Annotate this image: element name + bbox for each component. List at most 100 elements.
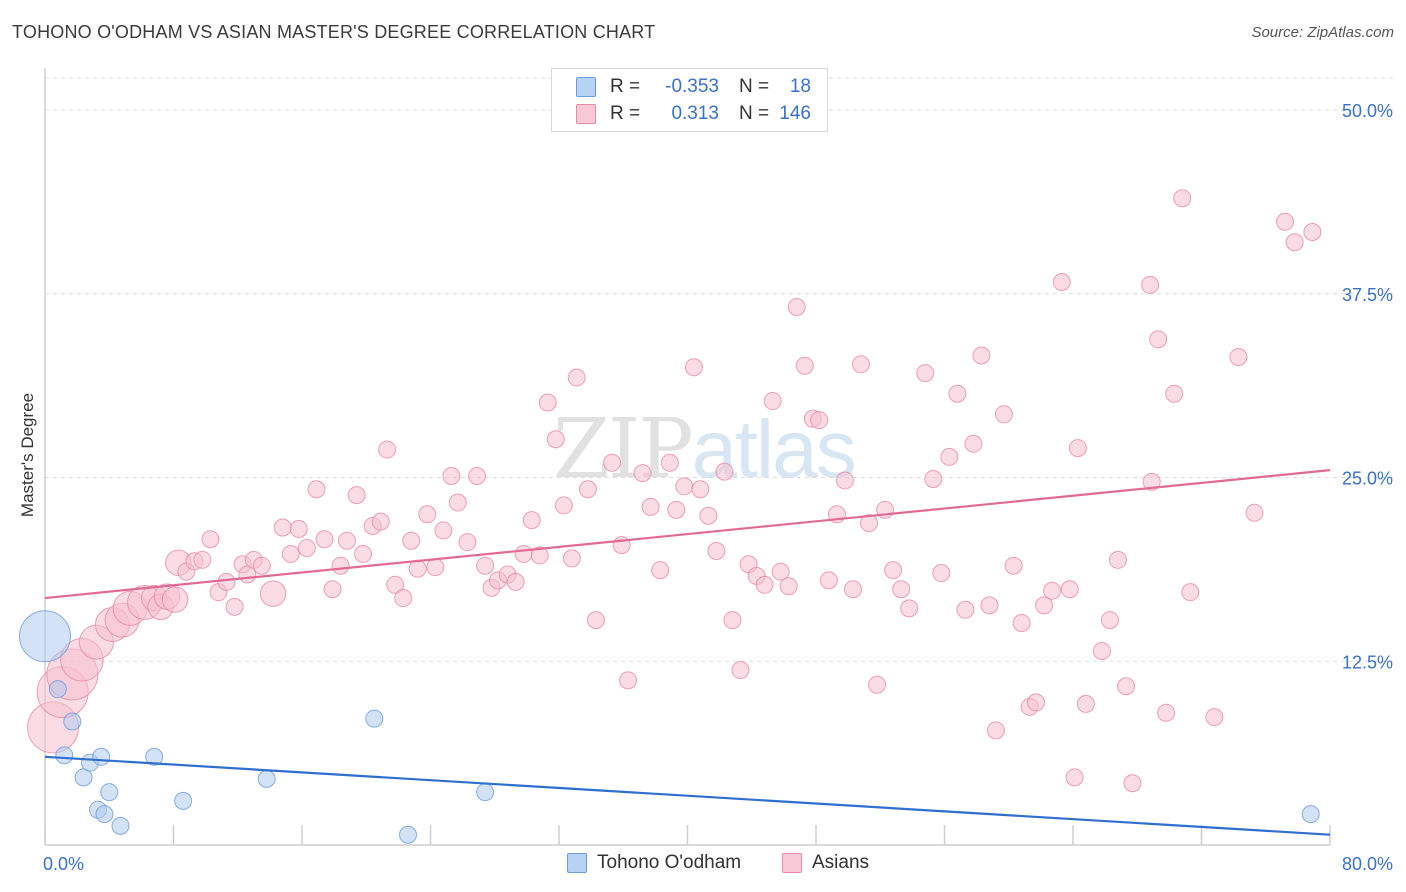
legend-n-label: N = <box>739 76 770 97</box>
asian-point <box>633 464 652 483</box>
asian-point <box>522 511 541 530</box>
tohono-point <box>257 769 276 788</box>
asian-point <box>787 297 806 316</box>
asian-point <box>1181 583 1200 602</box>
asian-point <box>843 580 862 599</box>
asian-point <box>810 411 829 430</box>
asian-point <box>707 542 726 560</box>
asian-point <box>916 364 935 383</box>
tohono-point <box>19 610 71 663</box>
y-tick-label: 50.0% <box>1342 101 1393 121</box>
asian-point <box>225 597 244 616</box>
tohono-trend-line <box>44 755 1331 836</box>
watermark-zip: ZIP <box>553 402 694 497</box>
asian-point <box>860 514 879 533</box>
tohono-point <box>100 783 119 802</box>
asian-point <box>538 393 557 412</box>
legend-row-asians: R = 0.313 N = 146 <box>576 102 811 126</box>
asian-point <box>956 600 975 619</box>
legend-swatch-blue <box>576 77 596 97</box>
asian-point <box>567 368 586 387</box>
legend-r-value: -0.353 <box>665 76 719 97</box>
asian-point <box>378 440 397 459</box>
asian-point <box>297 539 316 558</box>
watermark-atlas: atlas <box>691 404 857 495</box>
series-legend-asians[interactable]: Asians <box>782 852 869 874</box>
asian-point <box>323 580 342 599</box>
asian-point <box>161 586 189 613</box>
asian-point <box>514 544 533 563</box>
asian-point <box>337 531 356 550</box>
asian-point <box>259 580 287 607</box>
asian-point <box>1012 614 1031 633</box>
chart-title: TOHONO O'ODHAM VS ASIAN MASTER'S DEGREE … <box>12 22 656 42</box>
asian-point <box>986 721 1005 740</box>
source-label: Source: ZipAtlas.com <box>1251 24 1394 41</box>
series-legend: Tohono O'odham Asians <box>0 852 1406 876</box>
asian-point <box>442 467 461 486</box>
asian-point <box>408 559 427 578</box>
asian-point <box>1229 347 1248 366</box>
x-tick-label: 0.0% <box>43 854 84 874</box>
asian-point <box>402 531 421 550</box>
asian-point <box>972 346 991 365</box>
tohono-point <box>1301 805 1320 824</box>
asian-point <box>217 572 236 591</box>
tohono-point <box>399 825 418 844</box>
asian-point <box>1173 189 1192 208</box>
asian-point <box>1068 439 1087 458</box>
tohono-point <box>111 816 130 835</box>
asian-point <box>1142 472 1161 491</box>
asian-point <box>1205 708 1224 727</box>
asian-point <box>354 544 373 563</box>
asian-point <box>1165 384 1184 403</box>
asian-point <box>530 546 549 565</box>
asian-point <box>667 500 686 519</box>
asian-point <box>586 611 605 630</box>
asian-point <box>386 575 405 594</box>
asian-point <box>476 556 495 575</box>
series-legend-tohono[interactable]: Tohono O'odham <box>567 852 741 874</box>
legend-r-value: 0.313 <box>671 103 719 124</box>
asian-point <box>371 512 390 531</box>
asian-point <box>715 462 734 481</box>
asian-point <box>1117 677 1136 696</box>
asian-point <box>819 571 838 590</box>
tohono-point <box>92 747 111 766</box>
asian-point <box>691 480 710 499</box>
asian-point <box>980 596 999 615</box>
asian-point <box>900 599 919 618</box>
asian-point <box>892 580 911 599</box>
asian-point <box>795 356 814 375</box>
asian-point <box>281 544 300 563</box>
asian-point <box>641 497 660 516</box>
asian-point <box>307 480 326 499</box>
asian-point <box>1276 212 1295 231</box>
asian-point <box>1245 503 1264 522</box>
y-tick-label: 37.5% <box>1342 285 1393 305</box>
asian-point <box>1123 774 1142 793</box>
asian-point <box>1100 611 1119 630</box>
asian-point <box>1027 693 1046 712</box>
asian-point <box>273 518 292 537</box>
tohono-point <box>476 783 495 802</box>
asian-point <box>1065 768 1084 787</box>
asian-point <box>546 430 565 449</box>
asian-point <box>731 661 750 680</box>
asian-point <box>1303 223 1322 242</box>
asian-point <box>771 562 790 581</box>
zipatlas-watermark: ZIPatlas <box>553 402 857 497</box>
asian-point <box>851 355 870 374</box>
asian-point <box>948 384 967 403</box>
tohono-point <box>174 791 193 810</box>
asian-point <box>578 480 597 499</box>
legend-swatch-pink <box>576 104 596 124</box>
legend-n-value: 146 <box>779 103 811 124</box>
asian-point <box>1092 641 1111 660</box>
asian-point <box>506 572 525 591</box>
asian-point <box>1076 694 1095 713</box>
asian-point <box>252 556 271 575</box>
tohono-point <box>63 712 82 731</box>
tohono-point <box>365 709 384 728</box>
